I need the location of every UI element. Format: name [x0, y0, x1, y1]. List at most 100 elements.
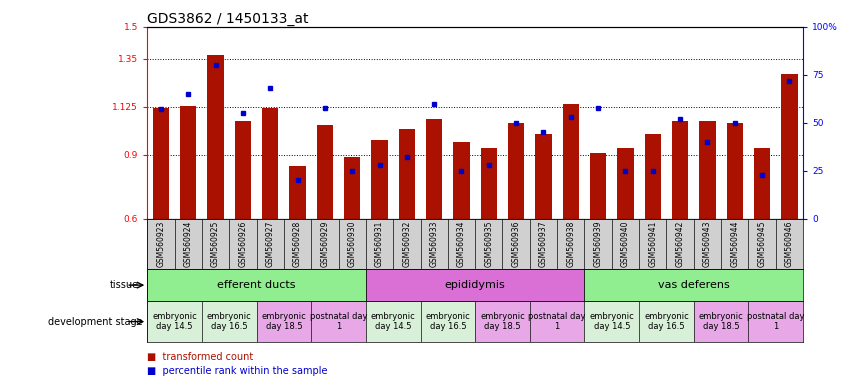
Text: embryonic
day 16.5: embryonic day 16.5: [207, 312, 251, 331]
Text: ■  transformed count: ■ transformed count: [147, 352, 253, 362]
FancyBboxPatch shape: [530, 301, 584, 342]
Text: embryonic
day 18.5: embryonic day 18.5: [480, 312, 525, 331]
Bar: [508, 123, 524, 219]
FancyBboxPatch shape: [694, 301, 748, 342]
Bar: [235, 121, 251, 219]
FancyBboxPatch shape: [748, 301, 803, 342]
Text: development stage: development stage: [48, 316, 143, 327]
Text: GSM560928: GSM560928: [293, 221, 302, 267]
Bar: [700, 121, 716, 219]
Bar: [754, 149, 770, 219]
Text: embryonic
day 14.5: embryonic day 14.5: [590, 312, 634, 331]
Text: GSM560939: GSM560939: [594, 220, 603, 267]
FancyBboxPatch shape: [666, 219, 694, 269]
FancyBboxPatch shape: [447, 219, 475, 269]
FancyBboxPatch shape: [393, 219, 420, 269]
FancyBboxPatch shape: [584, 269, 803, 301]
Text: GSM560923: GSM560923: [156, 221, 166, 267]
Text: GSM560938: GSM560938: [566, 221, 575, 267]
Bar: [371, 140, 388, 219]
Bar: [644, 134, 661, 219]
Text: embryonic
day 18.5: embryonic day 18.5: [262, 312, 306, 331]
Bar: [563, 104, 579, 219]
FancyBboxPatch shape: [366, 269, 584, 301]
Bar: [453, 142, 469, 219]
Bar: [344, 157, 360, 219]
FancyBboxPatch shape: [366, 219, 393, 269]
Text: GSM560935: GSM560935: [484, 220, 494, 267]
Text: GSM560926: GSM560926: [238, 221, 247, 267]
Text: GSM560933: GSM560933: [430, 220, 439, 267]
Bar: [781, 74, 797, 219]
Text: GSM560937: GSM560937: [539, 220, 548, 267]
FancyBboxPatch shape: [475, 219, 503, 269]
Text: GSM560925: GSM560925: [211, 221, 220, 267]
Text: GSM560936: GSM560936: [511, 220, 521, 267]
FancyBboxPatch shape: [311, 301, 366, 342]
FancyBboxPatch shape: [174, 219, 202, 269]
Bar: [180, 106, 196, 219]
Text: GSM560945: GSM560945: [758, 220, 767, 267]
FancyBboxPatch shape: [366, 301, 420, 342]
Text: GSM560940: GSM560940: [621, 220, 630, 267]
FancyBboxPatch shape: [584, 301, 639, 342]
Text: embryonic
day 14.5: embryonic day 14.5: [371, 312, 415, 331]
Text: GSM560927: GSM560927: [266, 221, 275, 267]
FancyBboxPatch shape: [420, 219, 447, 269]
FancyBboxPatch shape: [721, 219, 748, 269]
Text: embryonic
day 18.5: embryonic day 18.5: [699, 312, 743, 331]
Text: GSM560924: GSM560924: [183, 221, 193, 267]
Bar: [207, 55, 224, 219]
FancyBboxPatch shape: [283, 219, 311, 269]
Bar: [262, 108, 278, 219]
Text: GSM560934: GSM560934: [457, 220, 466, 267]
FancyBboxPatch shape: [557, 219, 584, 269]
Bar: [426, 119, 442, 219]
Bar: [316, 125, 333, 219]
FancyBboxPatch shape: [311, 219, 338, 269]
FancyBboxPatch shape: [202, 301, 257, 342]
Text: GSM560943: GSM560943: [703, 220, 712, 267]
Text: embryonic
day 16.5: embryonic day 16.5: [426, 312, 470, 331]
Text: postnatal day
1: postnatal day 1: [747, 312, 805, 331]
FancyBboxPatch shape: [229, 219, 257, 269]
Text: tissue: tissue: [109, 280, 139, 290]
FancyBboxPatch shape: [748, 219, 775, 269]
FancyBboxPatch shape: [420, 301, 475, 342]
FancyBboxPatch shape: [611, 219, 639, 269]
Text: GSM560946: GSM560946: [785, 220, 794, 267]
FancyBboxPatch shape: [530, 219, 557, 269]
Text: GSM560942: GSM560942: [675, 221, 685, 267]
Text: efferent ducts: efferent ducts: [217, 280, 296, 290]
FancyBboxPatch shape: [147, 301, 202, 342]
Bar: [399, 129, 415, 219]
Text: GSM560929: GSM560929: [320, 221, 330, 267]
Text: GDS3862 / 1450133_at: GDS3862 / 1450133_at: [147, 12, 309, 26]
FancyBboxPatch shape: [584, 219, 611, 269]
Text: embryonic
day 16.5: embryonic day 16.5: [644, 312, 689, 331]
Bar: [590, 153, 606, 219]
Text: GSM560941: GSM560941: [648, 221, 658, 267]
FancyBboxPatch shape: [503, 219, 530, 269]
Bar: [727, 123, 743, 219]
FancyBboxPatch shape: [475, 301, 530, 342]
Text: embryonic
day 14.5: embryonic day 14.5: [152, 312, 197, 331]
FancyBboxPatch shape: [694, 219, 721, 269]
Text: epididymis: epididymis: [445, 280, 505, 290]
Bar: [289, 166, 305, 219]
Bar: [617, 149, 634, 219]
Text: postnatal day
1: postnatal day 1: [309, 312, 368, 331]
Text: vas deferens: vas deferens: [658, 280, 730, 290]
FancyBboxPatch shape: [639, 219, 666, 269]
FancyBboxPatch shape: [147, 219, 174, 269]
FancyBboxPatch shape: [147, 269, 366, 301]
FancyBboxPatch shape: [775, 219, 803, 269]
Text: postnatal day
1: postnatal day 1: [528, 312, 586, 331]
FancyBboxPatch shape: [202, 219, 229, 269]
Text: GSM560932: GSM560932: [402, 221, 411, 267]
FancyBboxPatch shape: [338, 219, 366, 269]
FancyBboxPatch shape: [257, 219, 283, 269]
Bar: [152, 108, 169, 219]
FancyBboxPatch shape: [639, 301, 694, 342]
Bar: [535, 134, 552, 219]
